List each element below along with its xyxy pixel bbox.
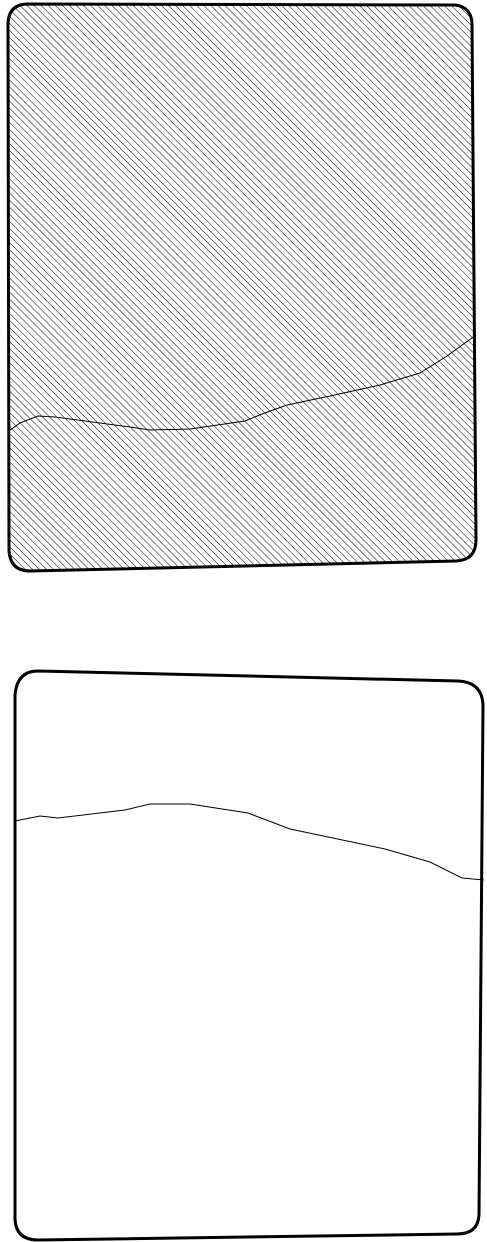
upper-panel — [8, 4, 476, 571]
upper-panel-frame — [8, 4, 476, 571]
lower-panel-frame — [15, 671, 483, 1240]
lower-panel — [15, 671, 484, 1240]
